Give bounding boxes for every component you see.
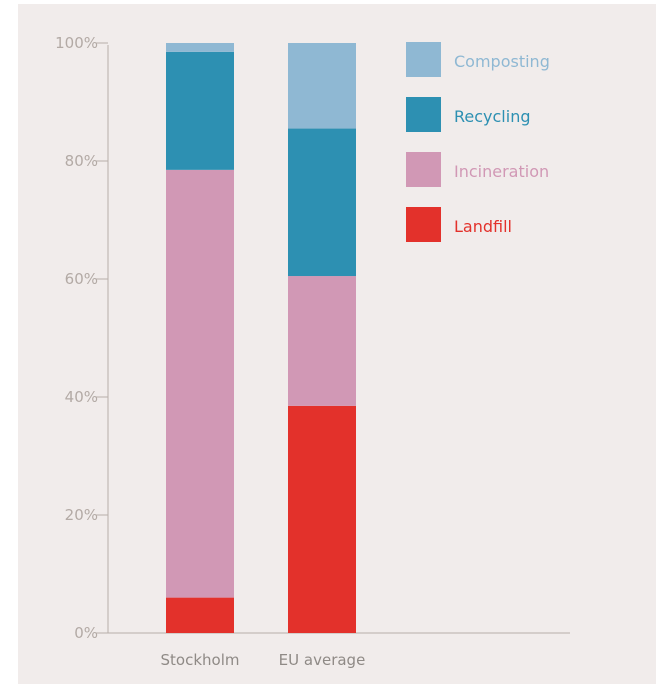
- bar-segment-composting: [288, 43, 356, 129]
- bar-segment-landfill: [166, 597, 234, 633]
- y-tick-label: 100%: [55, 34, 98, 52]
- x-category-label: Stockholm: [161, 651, 240, 669]
- bar-segment-landfill: [288, 405, 356, 633]
- legend: Composting Recycling Incineration Landfill: [406, 42, 550, 242]
- bar-segment-incineration: [166, 169, 234, 598]
- legend-swatch: [406, 207, 441, 242]
- y-tick-label: 40%: [65, 388, 98, 406]
- legend-label: Incineration: [454, 162, 549, 181]
- x-category-label: EU average: [279, 651, 366, 669]
- bars: [166, 43, 356, 633]
- y-tick-label: 20%: [65, 506, 98, 524]
- legend-label: Recycling: [454, 107, 531, 126]
- legend-swatch: [406, 152, 441, 187]
- bar-segment-recycling: [288, 128, 356, 277]
- legend-label: Composting: [454, 52, 550, 71]
- bar-segment-incineration: [288, 276, 356, 406]
- legend-label: Landfill: [454, 217, 512, 236]
- x-labels: Stockholm EU average: [161, 651, 366, 669]
- bar-segment-recycling: [166, 51, 234, 170]
- legend-swatch: [406, 97, 441, 132]
- y-tick-label: 60%: [65, 270, 98, 288]
- y-tick-label: 0%: [74, 624, 98, 642]
- bar-segment-composting: [166, 43, 234, 52]
- legend-swatch: [406, 42, 441, 77]
- y-tick-label: 80%: [65, 152, 98, 170]
- y-ticks: 0% 20% 40% 60% 80% 100%: [55, 34, 108, 642]
